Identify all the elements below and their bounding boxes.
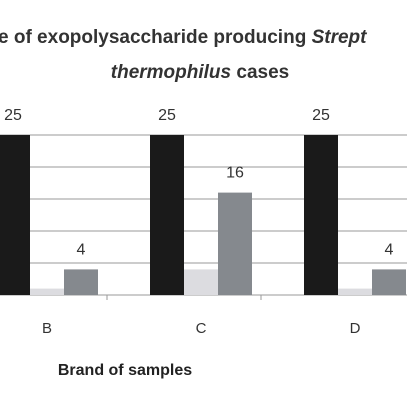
bar xyxy=(64,269,98,295)
value-label: 25 xyxy=(312,107,330,124)
chart-title: e of exopolysaccharide producing Strept xyxy=(0,27,367,48)
value-label: 25 xyxy=(4,107,22,124)
bar xyxy=(184,269,218,295)
x-tick-label: C xyxy=(196,320,207,337)
bar xyxy=(372,269,406,295)
x-tick-label: B xyxy=(42,320,52,337)
title-part: Strept xyxy=(312,27,368,48)
bar xyxy=(218,192,252,295)
value-label: 25 xyxy=(158,107,176,124)
title-part: thermophilus xyxy=(111,62,231,83)
bar xyxy=(338,288,372,295)
title-part: e of exopolysaccharide producing xyxy=(0,27,312,48)
x-tick-label: D xyxy=(350,320,361,337)
bar xyxy=(304,135,338,295)
title-part: cases xyxy=(231,62,289,83)
bar xyxy=(0,135,30,295)
chart-title: thermophilus cases xyxy=(111,62,289,83)
value-label: 4 xyxy=(385,241,394,258)
x-axis-title: Brand of samples xyxy=(58,362,192,379)
bar xyxy=(30,288,64,295)
bar xyxy=(150,135,184,295)
value-label: 16 xyxy=(226,165,244,182)
value-label: 4 xyxy=(77,241,86,258)
